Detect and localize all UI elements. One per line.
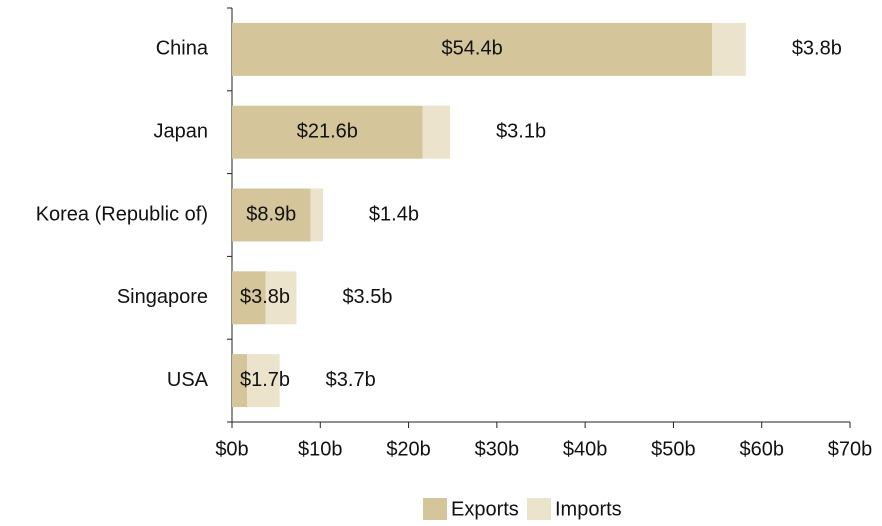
bar bbox=[232, 105, 423, 159]
y-tick-label: Japan bbox=[154, 120, 209, 142]
x-tick-label: $10b bbox=[298, 438, 343, 460]
x-tick-label: $50b bbox=[651, 438, 696, 460]
bar bbox=[422, 105, 451, 159]
legend-label: Imports bbox=[555, 498, 622, 520]
bar bbox=[712, 22, 746, 76]
x-tick-label: $0b bbox=[215, 438, 248, 460]
bar bbox=[265, 271, 297, 325]
x-tick-label: $30b bbox=[475, 438, 520, 460]
value-label: $1.4b bbox=[369, 203, 419, 225]
value-label: $21.6b bbox=[297, 120, 358, 142]
y-tick-label: USA bbox=[167, 369, 209, 391]
x-tick-label: $20b bbox=[386, 438, 431, 460]
bar bbox=[310, 188, 323, 242]
value-label: $3.1b bbox=[496, 120, 546, 142]
legend-swatch bbox=[527, 498, 551, 520]
value-label: $3.8b bbox=[240, 286, 290, 308]
x-tick-label: $60b bbox=[739, 438, 784, 460]
value-label: $3.7b bbox=[326, 369, 376, 391]
bar bbox=[247, 354, 280, 408]
legend-swatch bbox=[423, 498, 447, 520]
value-label: $54.4b bbox=[442, 38, 503, 60]
value-label: $8.9b bbox=[246, 203, 296, 225]
bar bbox=[232, 271, 266, 325]
y-tick-label: China bbox=[156, 38, 209, 60]
value-label: $3.5b bbox=[342, 286, 392, 308]
value-label: $3.8b bbox=[792, 38, 842, 60]
bar bbox=[232, 188, 311, 242]
x-tick-label: $70b bbox=[828, 438, 873, 460]
y-tick-label: Singapore bbox=[117, 286, 208, 308]
value-label: $1.7b bbox=[240, 369, 290, 391]
bar bbox=[232, 354, 248, 408]
y-tick-label: Korea (Republic of) bbox=[36, 203, 208, 225]
legend-label: Exports bbox=[451, 498, 519, 520]
bar bbox=[232, 22, 713, 76]
x-tick-label: $40b bbox=[563, 438, 608, 460]
